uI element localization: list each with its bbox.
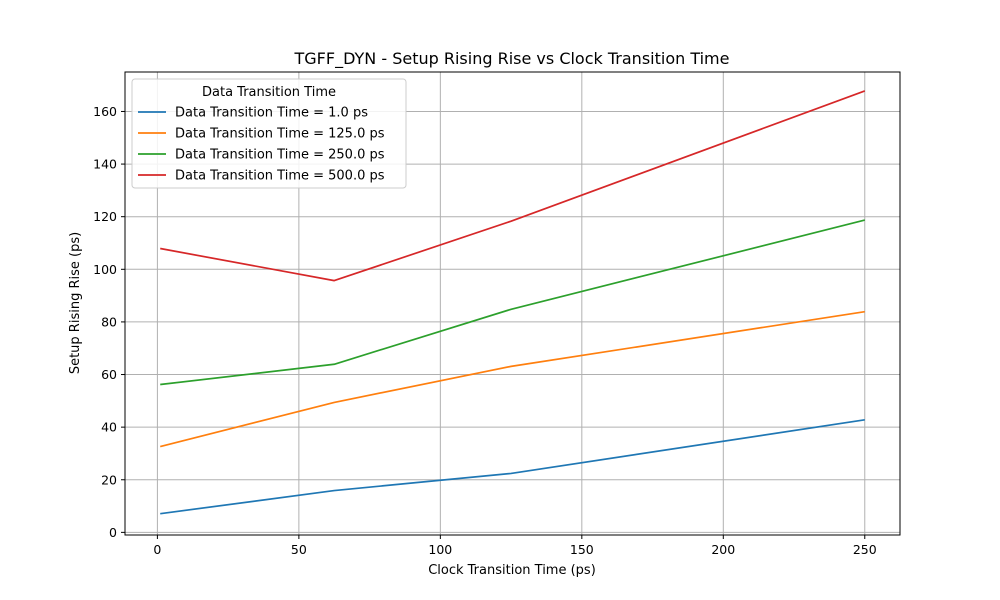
legend-label-3: Data Transition Time = 250.0 ps — [175, 148, 385, 163]
y-tick-label: 120 — [93, 209, 117, 224]
chart-title: TGFF_DYN - Setup Rising Rise vs Clock Tr… — [294, 49, 730, 69]
legend: Data Transition Time Data Transition Tim… — [131, 78, 407, 189]
legend-label-4: Data Transition Time = 500.0 ps — [175, 169, 385, 184]
x-tick-label: 250 — [853, 542, 877, 557]
series-line-4 — [160, 90, 866, 282]
y-tick-label: 20 — [101, 472, 117, 487]
legend-label-2: Data Transition Time = 125.0 ps — [175, 127, 385, 142]
legend-label-1: Data Transition Time = 1.0 ps — [175, 106, 368, 121]
y-axis-ticks: 0 20 40 60 80 100 120 140 160 — [93, 104, 125, 540]
x-axis-label: Clock Transition Time (ps) — [428, 563, 596, 578]
y-tick-label: 80 — [101, 314, 117, 329]
y-axis-label: Setup Rising Rise (ps) — [68, 232, 83, 374]
series-line-1 — [160, 418, 865, 515]
x-tick-label: 200 — [711, 542, 735, 557]
series-line-2 — [160, 310, 865, 448]
series-line-3 — [160, 219, 865, 386]
y-tick-label: 60 — [101, 367, 117, 382]
plot-frame — [124, 71, 901, 536]
y-tick-label: 160 — [93, 104, 117, 119]
legend-items: Data Transition Time = 1.0 ps Data Transi… — [138, 106, 385, 184]
x-tick-label: 150 — [570, 542, 594, 557]
grid — [125, 72, 900, 535]
series-group — [160, 90, 866, 515]
x-axis-ticks: 0 50 100 150 200 250 — [153, 535, 877, 557]
y-tick-label: 140 — [93, 157, 117, 172]
y-tick-label: 0 — [109, 525, 117, 540]
y-tick-label: 100 — [93, 262, 117, 277]
y-tick-label: 40 — [101, 420, 117, 435]
legend-box — [131, 78, 407, 189]
legend-title: Data Transition Time — [202, 85, 336, 100]
x-tick-label: 50 — [291, 542, 307, 557]
x-tick-label: 0 — [153, 542, 161, 557]
x-tick-label: 100 — [428, 542, 452, 557]
